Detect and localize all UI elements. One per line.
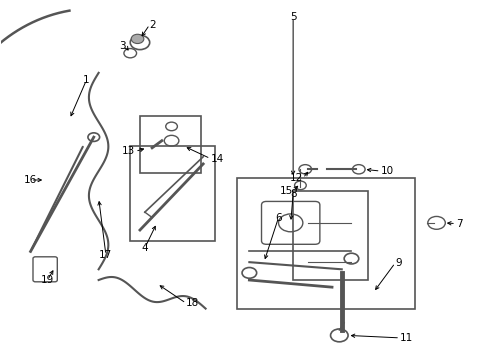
Bar bbox=[140, 116, 201, 173]
Text: 18: 18 bbox=[186, 298, 199, 308]
Text: 15: 15 bbox=[279, 186, 292, 196]
Text: 19: 19 bbox=[41, 275, 54, 285]
Circle shape bbox=[131, 34, 143, 44]
Text: 11: 11 bbox=[399, 333, 412, 343]
Text: 4: 4 bbox=[141, 243, 148, 253]
Text: 2: 2 bbox=[149, 19, 156, 30]
Bar bbox=[130, 146, 215, 241]
Text: 8: 8 bbox=[289, 189, 296, 199]
Text: 13: 13 bbox=[122, 147, 135, 157]
Text: 12: 12 bbox=[289, 173, 302, 183]
Bar bbox=[237, 178, 414, 309]
Text: 10: 10 bbox=[380, 166, 393, 176]
Text: 5: 5 bbox=[289, 13, 296, 22]
Text: 16: 16 bbox=[24, 175, 37, 185]
Text: 17: 17 bbox=[99, 250, 112, 260]
Text: 6: 6 bbox=[275, 212, 281, 222]
Text: 14: 14 bbox=[210, 154, 223, 163]
Text: 3: 3 bbox=[119, 41, 125, 51]
Text: 7: 7 bbox=[455, 219, 462, 229]
Text: 9: 9 bbox=[394, 258, 401, 268]
Text: 1: 1 bbox=[83, 75, 90, 85]
